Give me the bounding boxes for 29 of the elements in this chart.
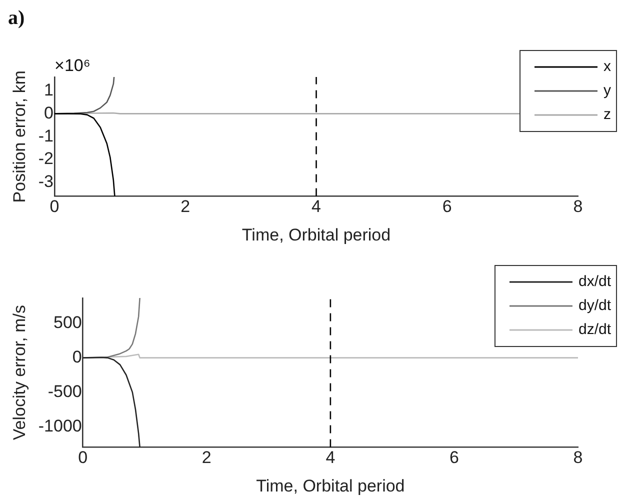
y-tick-label: -1000 (38, 416, 82, 436)
x-axis-title: Time, Orbital period (242, 225, 391, 244)
x-axis-title: Time, Orbital period (256, 476, 405, 496)
x-tick-label: 4 (326, 448, 336, 468)
legend-label: dx/dt (578, 273, 612, 290)
y-tick-label: -500 (48, 382, 82, 401)
legend-label: dy/dt (578, 297, 612, 314)
y-tick-label: -1 (38, 126, 54, 146)
y-tick-label: 500 (54, 313, 82, 332)
x-tick-label: 4 (312, 197, 321, 216)
y-axis-title: Velocity error, m/s (10, 305, 29, 440)
text: ×10⁶ (54, 56, 90, 75)
y-tick-label: 0 (44, 103, 54, 122)
y-tick-label: -3 (38, 172, 54, 192)
legend-label: z (604, 106, 611, 124)
x-tick-label: 6 (449, 448, 459, 468)
x-tick-label: 2 (180, 197, 190, 216)
x-tick-label: 2 (202, 448, 212, 468)
x-tick-label: 6 (442, 197, 452, 216)
legend-label: y (604, 82, 612, 100)
text: a) (8, 7, 25, 29)
y-axis-title: Position error, km (10, 70, 29, 203)
y-tick-label: 0 (72, 348, 82, 367)
x-tick-label: 8 (573, 448, 583, 468)
y-tick-label: -2 (38, 149, 54, 168)
x-tick-label: 8 (573, 197, 583, 216)
legend-label: dz/dt (578, 321, 612, 338)
legend-label: x (604, 58, 612, 76)
y-tick-label: 1 (44, 80, 54, 100)
